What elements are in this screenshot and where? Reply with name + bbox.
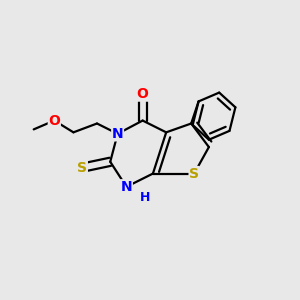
Text: H: H: [140, 191, 150, 205]
Text: S: S: [77, 161, 87, 175]
Text: O: O: [48, 114, 60, 128]
Text: N: N: [112, 127, 123, 141]
Text: N: N: [121, 180, 132, 194]
Text: S: S: [189, 167, 199, 181]
Text: O: O: [137, 87, 148, 101]
